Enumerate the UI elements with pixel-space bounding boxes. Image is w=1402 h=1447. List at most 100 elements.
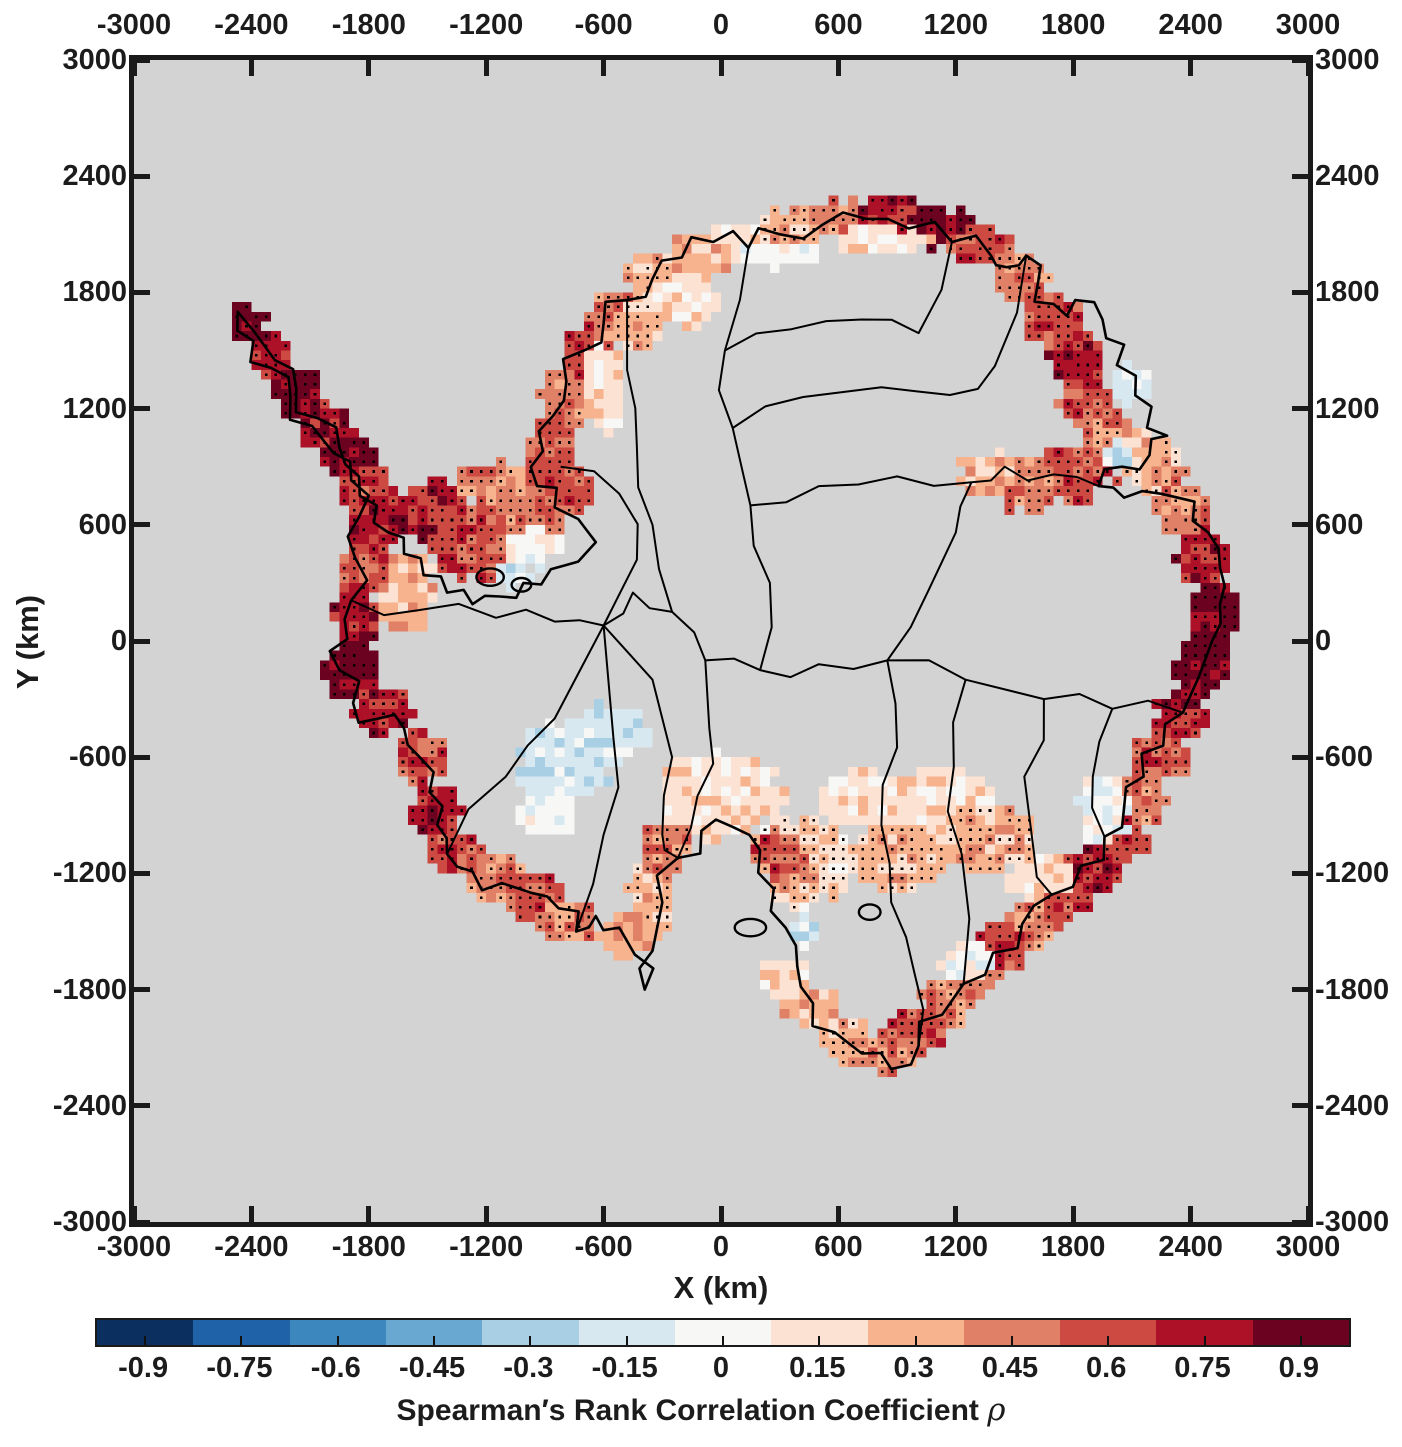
colorbar-tick — [914, 1336, 917, 1345]
colorbar-segment — [1060, 1320, 1157, 1345]
colorbar-tick-label: -0.3 — [503, 1352, 554, 1384]
y-tick-label: -3000 — [52, 1206, 127, 1238]
colorbar-tick — [433, 1336, 436, 1345]
tick-mark — [1292, 173, 1308, 179]
tick-mark — [1292, 754, 1308, 760]
y-tick-label: 0 — [110, 625, 127, 657]
tick-mark — [835, 60, 841, 76]
colorbar-segment — [97, 1320, 194, 1345]
stipple-dots — [235, 199, 1236, 1074]
y-tick-label: 0 — [1315, 625, 1332, 657]
x-tick-label: 2400 — [1158, 1231, 1223, 1263]
colorbar-tick-label: 0.75 — [1174, 1352, 1231, 1384]
tick-mark — [953, 1206, 959, 1222]
colorbar-segment — [193, 1320, 290, 1345]
tick-mark — [1292, 289, 1308, 295]
colorbar-tick — [1299, 1336, 1302, 1345]
basin-boundaries — [350, 241, 1184, 1046]
x-tick-label: -600 — [574, 9, 633, 41]
x-tick-label: -2400 — [214, 1231, 289, 1263]
colorbar-segment — [578, 1320, 675, 1345]
y-tick-label: -600 — [1315, 741, 1374, 774]
colorbar-tick-label: -0.75 — [206, 1352, 273, 1384]
x-tick-label: -2400 — [214, 9, 289, 41]
colorbar-tick — [1203, 1336, 1206, 1345]
tick-mark — [1292, 57, 1308, 63]
tick-mark — [134, 406, 150, 412]
y-tick-label: 600 — [78, 508, 127, 541]
tick-mark — [134, 638, 150, 644]
x-tick-label: 1800 — [1040, 1231, 1106, 1263]
colorbar-segment — [1252, 1320, 1350, 1345]
colorbar-tick-label: 0.3 — [893, 1352, 934, 1384]
y-axis-label: Y (km) — [10, 594, 45, 690]
tick-mark — [953, 60, 959, 76]
plot-area — [131, 57, 1311, 1225]
y-tick-label: -1200 — [1315, 857, 1390, 890]
tick-mark — [134, 1219, 150, 1225]
rho-symbol: ρ — [987, 1392, 1006, 1428]
tick-mark — [1070, 1206, 1076, 1222]
colorbar-segment — [771, 1320, 868, 1345]
tick-mark — [248, 1206, 254, 1222]
tick-mark — [134, 173, 150, 179]
colorbar-title: Spearman′s Rank Correlation Coefficient … — [0, 1392, 1402, 1428]
colorbar-tick — [1010, 1336, 1013, 1345]
tick-mark — [134, 754, 150, 760]
tick-mark — [483, 1206, 489, 1222]
y-tick-label: -2400 — [52, 1089, 127, 1122]
y-tick-label: -600 — [68, 741, 127, 774]
colorbar-segment — [674, 1320, 772, 1345]
colorbar-tick-label: -0.15 — [591, 1352, 658, 1384]
ice-rise-contour — [733, 917, 768, 938]
colorbar-segment — [482, 1320, 579, 1345]
y-tick-label: -2400 — [1315, 1089, 1390, 1122]
tick-mark — [134, 522, 150, 528]
y-tick-label: 1200 — [1315, 392, 1380, 425]
tick-mark — [134, 57, 150, 63]
ice-rise-contour — [857, 903, 882, 921]
x-tick-label: 1800 — [1040, 9, 1106, 41]
tick-mark — [366, 1206, 372, 1222]
colorbar-tick — [818, 1336, 821, 1345]
tick-mark — [718, 60, 724, 76]
y-tick-label: 2400 — [62, 160, 127, 193]
y-tick-label: 600 — [1315, 508, 1364, 541]
x-tick-label: 3000 — [1275, 1231, 1341, 1263]
colorbar-tick — [240, 1336, 243, 1345]
colorbar-tick — [336, 1336, 339, 1345]
y-tick-label: 1800 — [62, 276, 127, 309]
ice-rise-contour — [475, 567, 505, 587]
tick-mark — [131, 60, 137, 76]
colorbar-title-text: Spearman′s Rank Correlation Coefficient — [396, 1394, 988, 1427]
tick-mark — [1292, 522, 1308, 528]
ice-rise-contour — [510, 576, 533, 593]
colorbar-tick-label: -0.9 — [118, 1352, 169, 1384]
colorbar-segment — [1156, 1320, 1253, 1345]
antarctica-map — [231, 195, 1240, 1077]
tick-mark — [601, 1206, 607, 1222]
y-tick-label: 1800 — [1315, 276, 1380, 309]
x-tick-label: 3000 — [1275, 9, 1341, 41]
tick-mark — [248, 60, 254, 76]
tick-mark — [1292, 406, 1308, 412]
tick-mark — [1188, 60, 1194, 76]
tick-mark — [1292, 1103, 1308, 1109]
x-tick-label: 1200 — [923, 9, 989, 41]
tick-mark — [601, 60, 607, 76]
x-tick-label: -1200 — [449, 9, 524, 41]
x-tick-label: -1800 — [331, 9, 406, 41]
tick-mark — [134, 289, 150, 295]
x-tick-label: -1800 — [331, 1231, 406, 1263]
colorbar — [95, 1318, 1351, 1347]
coastline-contour — [236, 211, 1226, 1071]
colorbar-tick — [144, 1336, 147, 1345]
colorbar-tick — [1107, 1336, 1110, 1345]
colorbar-tick-label: 0 — [712, 1352, 730, 1384]
colorbar-segment — [867, 1320, 964, 1345]
y-tick-label: -1200 — [52, 857, 127, 890]
tick-mark — [366, 60, 372, 76]
x-tick-label: 2400 — [1158, 9, 1223, 41]
tick-mark — [134, 987, 150, 993]
